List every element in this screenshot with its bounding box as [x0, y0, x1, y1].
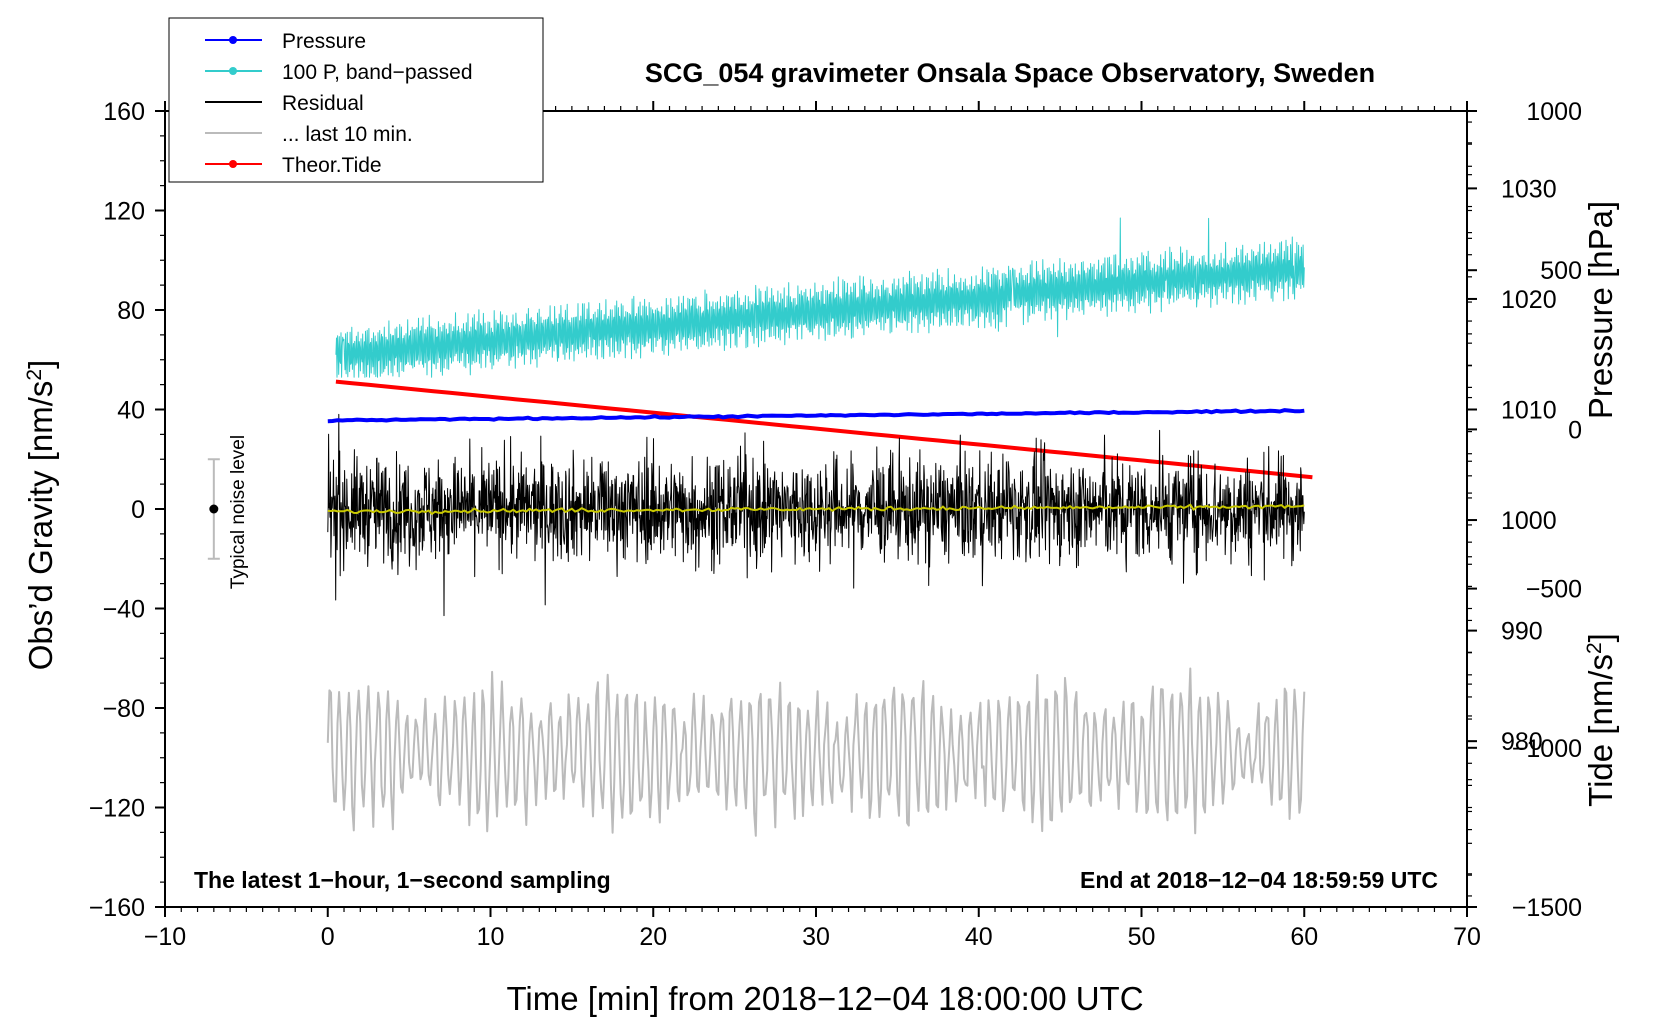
bottom-left-note: The latest 1−hour, 1−second sampling: [194, 867, 611, 893]
y-tide-tick-label: −500: [1526, 576, 1582, 604]
y-pressure-tick-label: 990: [1501, 618, 1543, 646]
y-axis-tide-title: Tide [nm/s2]: [1582, 633, 1619, 807]
y-left-tick-label: −40: [103, 596, 145, 624]
x-axis-title: Time [min] from 2018−12−04 18:00:00 UTC: [506, 980, 1143, 1017]
x-tick-label: −10: [144, 923, 186, 951]
series-layer: [326, 217, 1313, 837]
bottom-right-note: End at 2018−12−04 18:59:59 UTC: [1080, 867, 1438, 893]
y-pressure-tick-label: 1020: [1501, 286, 1557, 314]
y-axis-tide-title-end: ]: [1582, 633, 1619, 642]
series-theor-tide: [335, 379, 1313, 480]
y-left-tick-label: −160: [89, 894, 145, 922]
legend-label: Residual: [282, 92, 364, 115]
y-axis-tide-title-main: Tide [nm/s: [1582, 654, 1619, 807]
y-left-tick-label: −120: [89, 795, 145, 823]
y-left-tick-label: 160: [103, 98, 145, 126]
legend-label: ... last 10 min.: [282, 123, 413, 146]
y-tide-tick-label: −1500: [1512, 894, 1582, 922]
x-tick-label: 50: [1128, 923, 1156, 951]
noise-label: Typical noise level: [228, 435, 249, 589]
x-tick-label: 0: [321, 923, 335, 951]
noise-center-dot: [209, 504, 219, 514]
x-tick-label: 30: [802, 923, 830, 951]
chart-title: SCG_054 gravimeter Onsala Space Observat…: [645, 58, 1375, 88]
x-tick-label: 10: [477, 923, 505, 951]
y-axis-left-title-main: Obs’d Gravity [nm/s: [22, 381, 59, 671]
y-left-tick-label: 80: [117, 297, 145, 325]
series-pressure: [327, 408, 1305, 424]
y-left-tick-label: 40: [117, 397, 145, 425]
legend-box: [168, 17, 544, 183]
noise-indicator: Typical noise level: [207, 435, 249, 589]
y-pressure-tick-label: 980: [1501, 728, 1543, 756]
y-axis-tide-title-sup: 2: [1583, 642, 1606, 654]
y-axis-left-title-sup: 2: [23, 369, 46, 381]
y-tide-tick-label: 0: [1568, 416, 1582, 444]
y-left-tick-label: −80: [103, 695, 145, 723]
y-axis-pressure-title: Pressure [hPa]: [1582, 201, 1619, 419]
legend-swatch-marker: [229, 67, 237, 75]
series-band-passed-pressure: [335, 217, 1305, 378]
series-last-10-min: [326, 667, 1306, 837]
legend: Pressure 100 P, band−passed Residual ... la…: [168, 17, 544, 183]
y-pressure-tick-label: 1030: [1501, 175, 1557, 203]
y-left-tick-label: 0: [131, 496, 145, 524]
y-tide-tick-label: 1000: [1526, 98, 1582, 126]
x-tick-label: 70: [1453, 923, 1481, 951]
legend-label: Pressure: [282, 30, 366, 53]
legend-label: Theor.Tide: [282, 154, 382, 177]
x-tick-label: 20: [639, 923, 667, 951]
series-residual-smoothed: [327, 503, 1305, 515]
y-pressure-tick-label: 1010: [1501, 397, 1557, 425]
series-residual: [327, 413, 1305, 617]
legend-swatch-marker: [229, 160, 237, 168]
y-axis-left-title-end: ]: [22, 360, 59, 369]
y-pressure-tick-label: 1000: [1501, 507, 1557, 535]
axes-layer: −10 0 10 20 30 40 50 60 7016012080400−40−80−120−…: [89, 98, 1582, 951]
legend-swatch-marker: [229, 36, 237, 44]
x-tick-label: 40: [965, 923, 993, 951]
y-axis-left-title: Obs’d Gravity [nm/s2]: [22, 360, 59, 671]
x-tick-label: 60: [1290, 923, 1318, 951]
y-tide-tick-label: 500: [1540, 257, 1582, 285]
legend-label: 100 P, band−passed: [282, 61, 473, 84]
y-left-tick-label: 120: [103, 198, 145, 226]
y-tide-tick-label: −1000: [1512, 735, 1582, 763]
